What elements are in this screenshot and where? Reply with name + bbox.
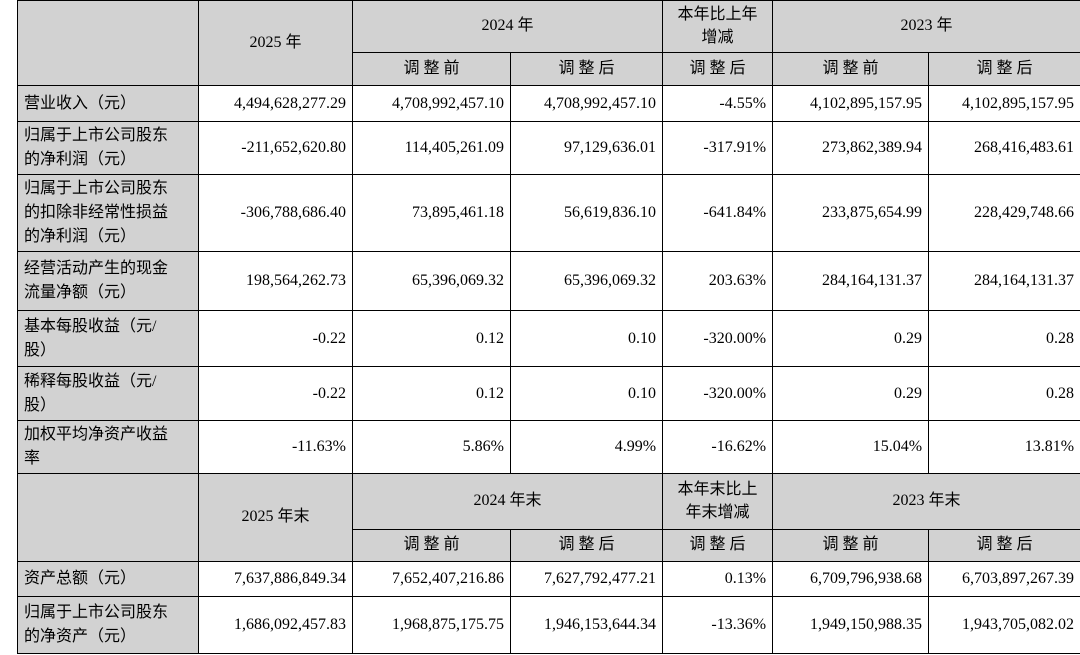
value-cell: 1,949,150,988.35 xyxy=(772,596,930,654)
year-end-header-2024: 2024 年末 xyxy=(351,473,664,530)
value-cell: 284,164,131.37 xyxy=(772,251,930,311)
table-row: 资产总额（元） 7,637,886,849.34 7,652,407,216.8… xyxy=(17,561,1080,597)
value-cell: 284,164,131.37 xyxy=(928,251,1080,311)
row-label: 营业收入（元） xyxy=(17,85,199,122)
value-cell: 7,627,792,477.21 xyxy=(509,561,664,597)
value-cell: -320.00% xyxy=(662,366,774,421)
value-cell: 1,968,875,175.75 xyxy=(352,596,511,654)
value-cell: 4.99% xyxy=(509,420,664,474)
table-row: 基本每股收益（元/ 股） -0.22 0.12 0.10 -320.00% 0.… xyxy=(17,310,1080,367)
change-header: 本年比上年 增减 xyxy=(662,0,774,53)
value-cell: 5.86% xyxy=(352,420,511,474)
year-end-change-header: 本年末比上 年末增减 xyxy=(662,473,774,530)
value-cell: -4.55% xyxy=(662,85,774,122)
value-cell: 0.10 xyxy=(509,310,664,367)
value-cell: 0.10 xyxy=(509,366,664,421)
subheader-2023-after: 调整后 xyxy=(928,52,1080,86)
value-cell: -13.36% xyxy=(662,596,774,654)
value-cell: 56,619,836.10 xyxy=(509,174,664,252)
value-cell: 0.29 xyxy=(772,310,930,367)
table-row: 归属于上市公司股东 的净资产（元） 1,686,092,457.83 1,968… xyxy=(17,596,1080,654)
value-cell: 65,396,069.32 xyxy=(352,251,511,311)
row-label: 加权平均净资产收益 率 xyxy=(17,420,199,474)
value-cell: 0.29 xyxy=(772,366,930,421)
row-label: 经营活动产生的现金 流量净额（元） xyxy=(17,251,199,311)
value-cell: 268,416,483.61 xyxy=(928,121,1080,175)
row-label: 归属于上市公司股东 的扣除非经常性损益 的净利润（元） xyxy=(17,174,199,252)
corner-blank-cell xyxy=(17,473,199,562)
subheader-2023end-before: 调整前 xyxy=(772,529,930,562)
value-cell: 4,708,992,457.10 xyxy=(352,85,511,122)
value-cell: -0.22 xyxy=(198,310,353,367)
corner-blank-cell xyxy=(17,0,199,86)
value-cell: -211,652,620.80 xyxy=(198,121,353,175)
year-header-2024: 2024 年 xyxy=(351,0,664,53)
value-cell: -320.00% xyxy=(662,310,774,367)
table-row: 归属于上市公司股东 的净利润（元） -211,652,620.80 114,40… xyxy=(17,121,1080,175)
value-cell: 203.63% xyxy=(662,251,774,311)
subheader-2024-after: 调整后 xyxy=(509,52,664,86)
table-row: 经营活动产生的现金 流量净额（元） 198,564,262.73 65,396,… xyxy=(17,251,1080,311)
value-cell: 65,396,069.32 xyxy=(509,251,664,311)
year-end-header-2025: 2025 年末 xyxy=(198,473,353,562)
row-label: 归属于上市公司股东 的净利润（元） xyxy=(17,121,199,175)
value-cell: 1,943,705,082.02 xyxy=(928,596,1080,654)
table-row: 稀释每股收益（元/ 股） -0.22 0.12 0.10 -320.00% 0.… xyxy=(17,366,1080,421)
value-cell: 4,708,992,457.10 xyxy=(509,85,664,122)
value-cell: 73,895,461.18 xyxy=(352,174,511,252)
value-cell: 4,102,895,157.95 xyxy=(772,85,930,122)
subheader-2024end-after: 调整后 xyxy=(509,529,664,562)
value-cell: 233,875,654.99 xyxy=(772,174,930,252)
subheader-change-after: 调整后 xyxy=(662,52,774,86)
value-cell: -306,788,686.40 xyxy=(198,174,353,252)
value-cell: 97,129,636.01 xyxy=(509,121,664,175)
value-cell: -0.22 xyxy=(198,366,353,421)
value-cell: 6,709,796,938.68 xyxy=(772,561,930,597)
row-label: 稀释每股收益（元/ 股） xyxy=(17,366,199,421)
value-cell: -317.91% xyxy=(662,121,774,175)
value-cell: 4,494,628,277.29 xyxy=(198,85,353,122)
value-cell: 273,862,389.94 xyxy=(772,121,930,175)
row-label: 基本每股收益（元/ 股） xyxy=(17,310,199,367)
value-cell: 6,703,897,267.39 xyxy=(928,561,1080,597)
value-cell: 0.12 xyxy=(352,310,511,367)
value-cell: 228,429,748.66 xyxy=(928,174,1080,252)
subheader-2024end-before: 调整前 xyxy=(352,529,511,562)
subheader-2024-before: 调整前 xyxy=(352,52,511,86)
value-cell: 0.13% xyxy=(662,561,774,597)
subheader-2023-before: 调整前 xyxy=(772,52,930,86)
value-cell: 0.28 xyxy=(928,310,1080,367)
year-header-2023: 2023 年 xyxy=(772,0,1080,53)
value-cell: 15.04% xyxy=(772,420,930,474)
value-cell: 7,652,407,216.86 xyxy=(352,561,511,597)
value-cell: 4,102,895,157.95 xyxy=(928,85,1080,122)
value-cell: 13.81% xyxy=(928,420,1080,474)
value-cell: 0.12 xyxy=(352,366,511,421)
financial-summary-table: 2025 年 2024 年 本年比上年 增减 2023 年 调整前 调整后 调整… xyxy=(17,0,1080,654)
value-cell: 114,405,261.09 xyxy=(352,121,511,175)
value-cell: -16.62% xyxy=(662,420,774,474)
table-row: 营业收入（元） 4,494,628,277.29 4,708,992,457.1… xyxy=(17,85,1080,122)
value-cell: 0.28 xyxy=(928,366,1080,421)
value-cell: -641.84% xyxy=(662,174,774,252)
table-row: 加权平均净资产收益 率 -11.63% 5.86% 4.99% -16.62% … xyxy=(17,420,1080,474)
value-cell: -11.63% xyxy=(198,420,353,474)
value-cell: 198,564,262.73 xyxy=(198,251,353,311)
table-row: 归属于上市公司股东 的扣除非经常性损益 的净利润（元） -306,788,686… xyxy=(17,174,1080,252)
financial-summary-table-wrap: 2025 年 2024 年 本年比上年 增减 2023 年 调整前 调整后 调整… xyxy=(17,0,1080,654)
subheader-change-end-after: 调整后 xyxy=(662,529,774,562)
subheader-2023end-after: 调整后 xyxy=(928,529,1080,562)
row-label: 归属于上市公司股东 的净资产（元） xyxy=(17,596,199,654)
value-cell: 1,686,092,457.83 xyxy=(198,596,353,654)
year-header-2025: 2025 年 xyxy=(198,0,353,86)
year-end-header-2023: 2023 年末 xyxy=(772,473,1080,530)
value-cell: 1,946,153,644.34 xyxy=(509,596,664,654)
row-label: 资产总额（元） xyxy=(17,561,199,597)
value-cell: 7,637,886,849.34 xyxy=(198,561,353,597)
